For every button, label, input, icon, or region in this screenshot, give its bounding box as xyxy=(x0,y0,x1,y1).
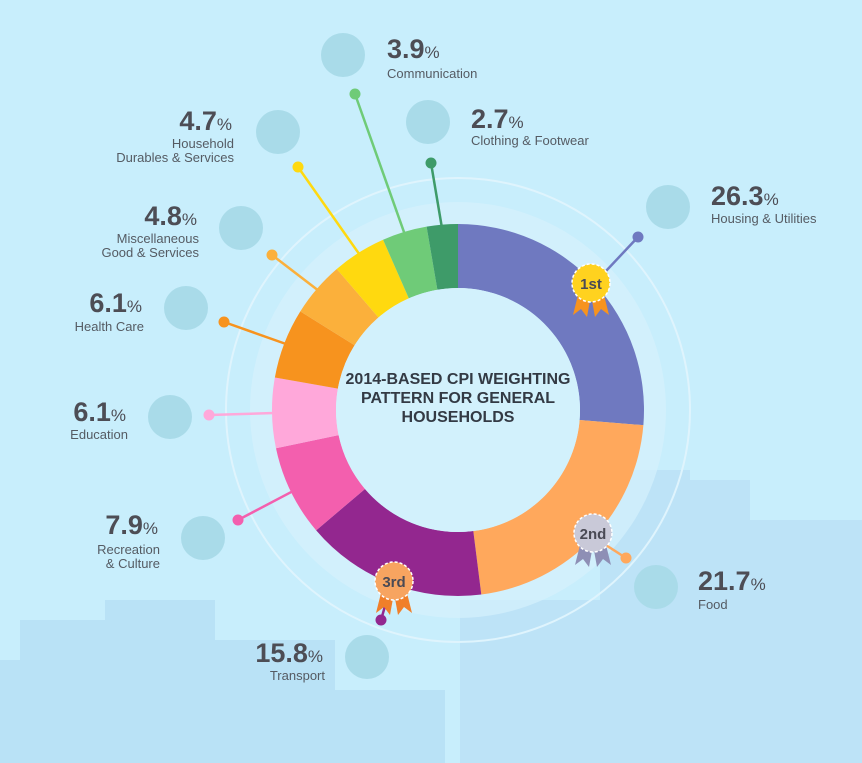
slice-value: 4.7% xyxy=(179,108,232,135)
percent-sign: % xyxy=(307,647,323,666)
rank-label: 1st xyxy=(580,276,602,293)
slice-value: 21.7% xyxy=(698,568,766,595)
donut-slice-food-basket xyxy=(473,419,644,595)
percent-sign: % xyxy=(750,575,766,594)
slice-label: Clothing & Footwear xyxy=(471,133,589,148)
education-icon xyxy=(148,395,192,439)
slice-value: 6.1% xyxy=(73,399,126,426)
leader-line xyxy=(429,162,445,235)
value-number: 6.1 xyxy=(89,288,127,318)
value-number: 4.7 xyxy=(179,106,217,136)
donut-slice-washing-machine xyxy=(336,239,409,318)
donut-slice-ticket xyxy=(275,435,365,531)
donut-slice-shirt xyxy=(426,224,458,290)
watch-icon xyxy=(219,206,263,250)
slice-value: 6.1% xyxy=(89,290,142,317)
leader-dot xyxy=(218,316,230,328)
rank-badge-2nd: 2nd xyxy=(573,513,613,567)
donut-slice-education xyxy=(271,377,339,449)
slice-label: Health Care xyxy=(74,319,144,334)
value-number: 3.9 xyxy=(387,34,425,64)
donut-slice-health xyxy=(274,311,355,389)
shirt-icon xyxy=(406,100,450,144)
leader-line xyxy=(208,411,283,417)
rank-badge-3rd: 3rd xyxy=(374,561,414,615)
health-icon xyxy=(164,286,208,330)
slice-value: 3.9% xyxy=(387,36,440,63)
percent-sign: % xyxy=(142,519,158,538)
leader-line xyxy=(353,93,409,242)
leader-dot xyxy=(632,231,644,243)
rank-badge-1st: 1st xyxy=(571,263,611,317)
building-icon xyxy=(646,185,690,229)
bus-icon xyxy=(345,635,389,679)
leader-line xyxy=(237,486,301,522)
leader-dot xyxy=(203,409,215,421)
donut-slice-bus xyxy=(316,488,482,596)
leader-line xyxy=(223,320,295,348)
slice-label: Household Durables & Services xyxy=(116,136,234,165)
value-number: 2.7 xyxy=(471,104,509,134)
leader-dot xyxy=(375,614,387,626)
leader-dot xyxy=(425,157,437,169)
slice-label: Transport xyxy=(269,668,325,683)
ticket-icon xyxy=(181,516,225,560)
leader-dot xyxy=(232,514,244,526)
value-number: 15.8 xyxy=(255,638,308,668)
slice-label: Miscellaneous Good & Services xyxy=(101,231,199,260)
percent-sign: % xyxy=(508,113,524,132)
value-number: 4.8 xyxy=(144,201,182,231)
slice-value: 2.7% xyxy=(471,106,524,133)
leader-dot xyxy=(620,552,632,564)
donut-slice-building xyxy=(458,224,644,426)
donut-hole xyxy=(336,288,580,532)
slice-label: Food xyxy=(698,597,728,612)
percent-sign: % xyxy=(424,43,440,62)
donut-slice-watch xyxy=(300,268,379,346)
slice-value: 4.8% xyxy=(144,203,197,230)
percent-sign: % xyxy=(110,406,126,425)
food-basket-icon xyxy=(634,565,678,609)
value-number: 7.9 xyxy=(105,510,143,540)
rank-label: 2nd xyxy=(580,526,607,543)
slice-label: Education xyxy=(70,427,128,442)
slice-label: Housing & Utilities xyxy=(711,211,817,226)
slice-value: 15.8% xyxy=(255,640,323,667)
slice-label: Recreation & Culture xyxy=(97,542,160,571)
percent-sign: % xyxy=(763,190,779,209)
leader-dot xyxy=(266,249,278,261)
percent-sign: % xyxy=(181,210,197,229)
slice-value: 7.9% xyxy=(105,512,158,539)
slice-value: 26.3% xyxy=(711,183,779,210)
leader-dot xyxy=(349,88,361,100)
value-number: 6.1 xyxy=(73,397,111,427)
percent-sign: % xyxy=(216,115,232,134)
leader-line xyxy=(271,254,326,297)
value-number: 21.7 xyxy=(698,566,751,596)
value-number: 26.3 xyxy=(711,181,764,211)
slice-label: Communication xyxy=(387,66,478,81)
chart-title: 2014-BASED CPI WEIGHTING PATTERN FOR GEN… xyxy=(345,371,571,426)
leader-line xyxy=(296,166,366,262)
donut-slice-chat xyxy=(383,226,438,299)
leader-dot xyxy=(292,161,304,173)
washing-machine-icon xyxy=(256,110,300,154)
rank-label: 3rd xyxy=(382,574,405,591)
chat-icon xyxy=(321,33,365,77)
percent-sign: % xyxy=(126,297,142,316)
